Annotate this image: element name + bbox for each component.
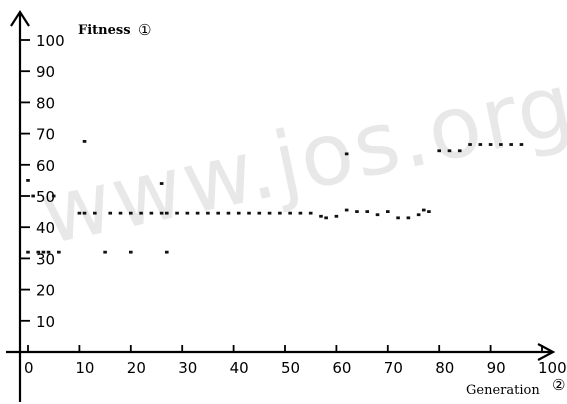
y-axis-label: Fitness ① <box>78 21 151 39</box>
data-point <box>509 143 513 146</box>
data-point <box>129 250 133 254</box>
data-point <box>216 211 220 215</box>
data-point <box>334 214 339 218</box>
x-tick-label: 30 <box>178 359 197 377</box>
x-tick-label: 40 <box>230 359 249 377</box>
data-point <box>427 210 431 213</box>
x-axis-marker: ② <box>552 376 565 394</box>
y-tick-label: 20 <box>36 282 55 300</box>
data-point <box>257 211 262 215</box>
x-axis-label: Generation ② <box>466 376 565 398</box>
data-point <box>278 211 282 215</box>
data-point <box>46 250 51 254</box>
x-tick-label: 20 <box>127 359 146 377</box>
data-points <box>26 140 524 254</box>
x-tick-label: 100 <box>538 359 567 377</box>
data-point <box>319 214 323 218</box>
y-tick-label: 70 <box>36 126 55 144</box>
data-point <box>77 211 82 215</box>
x-axis-title: Generation <box>466 383 540 398</box>
x-tick-label: 10 <box>75 359 94 377</box>
data-point <box>51 194 56 198</box>
data-point <box>236 211 241 215</box>
axes <box>6 9 556 402</box>
data-point <box>93 211 97 215</box>
data-point <box>57 250 61 254</box>
data-point <box>118 211 123 215</box>
y-tick-label: 30 <box>36 250 55 268</box>
x-tick-label: 80 <box>435 359 454 377</box>
x-tick-label: 0 <box>24 359 34 377</box>
data-point <box>406 216 411 220</box>
data-point <box>149 211 154 215</box>
data-point <box>375 213 380 217</box>
data-point <box>103 250 107 254</box>
y-tick-label: 80 <box>36 94 55 112</box>
data-point <box>206 211 210 215</box>
y-tick-label: 100 <box>36 32 65 50</box>
data-point <box>468 143 472 146</box>
data-point <box>365 210 370 213</box>
data-point <box>195 211 200 215</box>
data-point <box>41 250 46 254</box>
data-point <box>457 149 462 153</box>
data-point <box>159 211 164 215</box>
data-point <box>308 211 313 215</box>
data-point <box>324 216 328 220</box>
data-point <box>185 211 190 215</box>
data-point <box>26 179 30 182</box>
x-tick-label: 70 <box>384 359 403 377</box>
data-point <box>164 211 169 215</box>
data-point <box>421 208 426 212</box>
data-point <box>386 210 390 213</box>
data-point <box>344 208 349 212</box>
data-point <box>247 211 251 215</box>
x-tick-label: 50 <box>281 359 300 377</box>
watermark-text: www.jos.org <box>32 54 567 265</box>
watermark: www.jos.org <box>32 54 567 265</box>
data-point <box>129 211 133 215</box>
x-tick-label: 60 <box>332 359 351 377</box>
y-axis-title: Fitness <box>78 23 131 38</box>
x-axis-arrow-icon <box>537 343 556 361</box>
data-point <box>26 250 30 254</box>
data-point <box>36 250 41 254</box>
y-tick-label: 60 <box>36 157 55 175</box>
data-point <box>488 143 493 146</box>
y-axis-marker: ① <box>138 21 151 39</box>
y-tick-label: 50 <box>36 188 55 206</box>
data-point <box>159 182 164 185</box>
y-ticks: 10 20 30 40 50 60 70 80 90 100 <box>20 32 65 331</box>
x-tick-label: 90 <box>487 359 506 377</box>
data-point <box>416 213 421 217</box>
data-point <box>519 143 524 146</box>
data-point <box>298 211 303 215</box>
data-point <box>82 211 87 215</box>
data-point <box>344 152 349 156</box>
data-point <box>31 194 35 198</box>
data-point <box>164 250 169 254</box>
y-tick-label: 90 <box>36 63 55 81</box>
data-point <box>82 140 87 143</box>
data-point <box>447 149 452 153</box>
data-point <box>478 143 483 146</box>
data-point <box>499 143 503 146</box>
y-tick-label: 10 <box>36 313 55 331</box>
data-point <box>288 211 292 215</box>
x-ticks: 0 10 20 30 40 50 60 70 80 90 100 <box>24 345 567 377</box>
data-point <box>437 149 441 153</box>
y-tick-label: 40 <box>36 219 55 237</box>
y-axis-arrow-icon <box>10 9 30 27</box>
data-point <box>226 211 231 215</box>
data-point <box>355 210 359 213</box>
data-point <box>139 211 143 215</box>
data-point <box>108 211 113 215</box>
data-point <box>267 211 272 215</box>
data-point <box>175 211 179 215</box>
data-point <box>396 216 400 220</box>
